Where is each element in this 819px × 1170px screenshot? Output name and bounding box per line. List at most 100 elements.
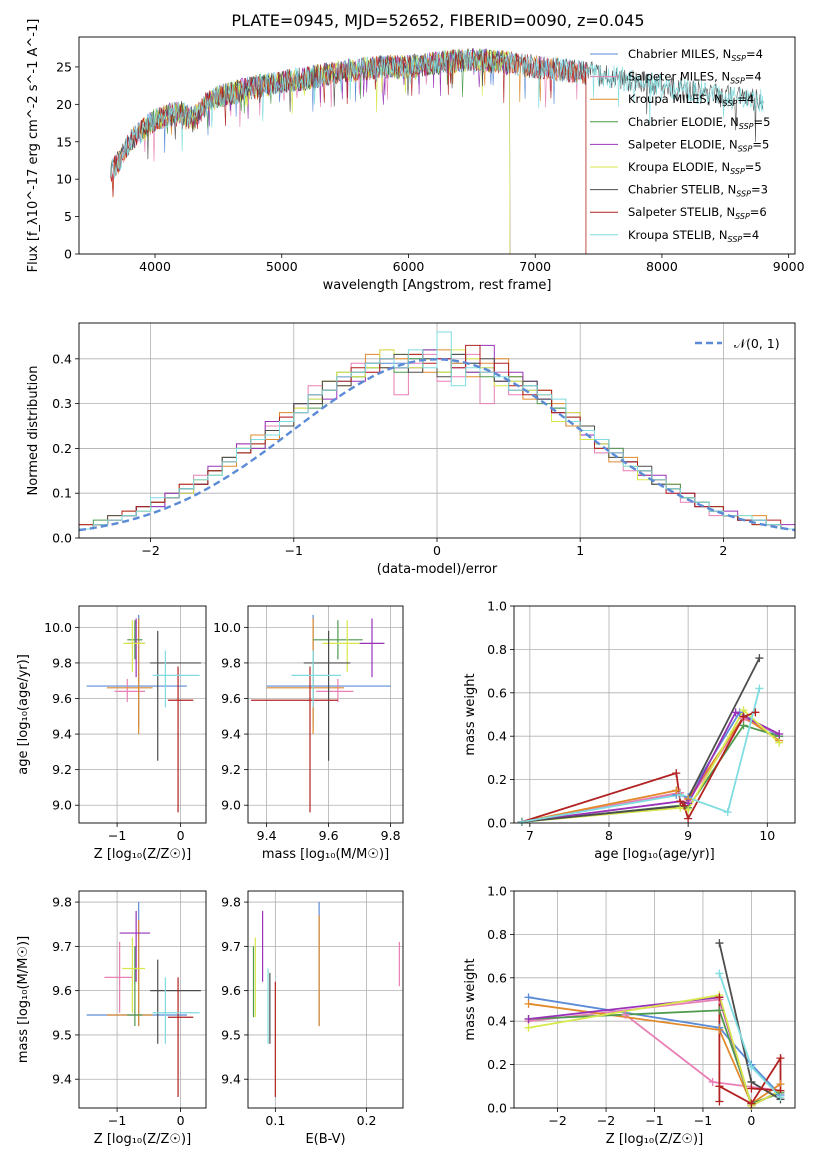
y-tick-label: 1.0: [487, 599, 507, 614]
y-tick-label: 10.0: [213, 620, 241, 635]
y-axis-label: Normed distribution: [26, 366, 41, 496]
legend-label: Kroupa ELODIE, NSSP=5: [628, 160, 762, 176]
y-tick-label: 0.3: [52, 396, 72, 411]
legend-label: Chabrier STELIB, NSSP=3: [628, 183, 768, 199]
y-tick-label: 9.6: [52, 691, 72, 706]
y-tick-label: 9.0: [221, 798, 241, 813]
y-tick-label: 9.8: [221, 655, 241, 670]
x-tick-label: 8000: [646, 259, 678, 274]
data-point-marker: [731, 708, 740, 717]
x-axis-label: Z [log₁₀(Z/Z☉)]: [94, 1132, 191, 1147]
legend-label: Kroupa MILES, NSSP=4: [628, 92, 754, 108]
data-point-marker: [708, 1077, 717, 1086]
y-tick-label: 9.0: [52, 798, 72, 813]
data-point-marker: [715, 1097, 724, 1106]
data-point-marker: [621, 1010, 630, 1019]
plot-area-spectrum: [110, 47, 764, 254]
data-point-marker: [751, 708, 760, 717]
axes-frame: [78, 36, 796, 255]
x-tick-label: 0: [177, 828, 185, 843]
data-point-marker: [680, 801, 689, 810]
data-point-marker: [755, 654, 764, 663]
y-tick-label: 20: [56, 97, 72, 112]
x-tick-label: 9.6: [319, 828, 339, 843]
x-tick-label: −2: [141, 543, 159, 558]
axes-frame: [513, 605, 796, 824]
plot-area-mass-weight-vs-age: [514, 606, 795, 823]
y-tick-label: 9.7: [221, 939, 241, 954]
axes-frame: [78, 605, 207, 824]
y-tick-label: 0.0: [52, 531, 72, 546]
x-tick-label: 5000: [266, 259, 298, 274]
data-point-marker: [776, 1054, 785, 1063]
panel-spectrum: 4000 5000 6000 7000 8000 9000 0 5 10 15 20 25 wavele…: [26, 19, 805, 293]
histogram-kroupa_stelib: [79, 331, 795, 530]
series-line-chabrier_elodie: [521, 724, 780, 823]
data-point-marker: [715, 993, 724, 1002]
data-point-marker: [739, 721, 748, 730]
y-tick-label: 9.6: [221, 691, 241, 706]
spectrum-line-kroupa_stelib: [110, 48, 764, 179]
x-tick-label: −1: [108, 1113, 126, 1128]
x-tick-label: 4000: [139, 259, 171, 274]
data-point-marker: [676, 790, 685, 799]
axes-frame: [78, 322, 796, 539]
data-point-marker: [524, 1015, 533, 1024]
data-point-marker: [739, 712, 748, 721]
y-tick-label: 0.0: [487, 1101, 507, 1116]
x-tick-label: 8: [605, 828, 613, 843]
y-tick-label: 10.0: [44, 620, 72, 635]
y-tick-label: 0.6: [487, 970, 507, 985]
x-axis-label: (data-model)/error: [377, 562, 498, 577]
data-point-marker: [747, 1062, 756, 1071]
x-axis-label: age [log₁₀(age/yr)]: [594, 847, 715, 862]
panel-residuals: −2 −1 0 1 2 0.0 0.1 0.2 0.3 0.4 (data-model)/error…: [26, 322, 796, 577]
data-point-marker: [684, 805, 693, 814]
panel-mass-weight-vs-age: 7 8 9 10 0.0 0.2 0.4 0.6 0.8 1.0 age [log₁₀(age/yr…: [463, 599, 796, 862]
x-tick-label: 0: [747, 1113, 755, 1128]
y-tick-label: 9.8: [52, 895, 72, 910]
axes-frame: [513, 890, 796, 1109]
axes-frame: [78, 890, 207, 1109]
y-tick-label: 0.8: [487, 927, 507, 942]
y-tick-label: 0.4: [487, 1014, 507, 1029]
y-tick-label: 9.8: [52, 655, 72, 670]
data-point-marker: [517, 817, 526, 826]
x-tick-label: 9.8: [381, 828, 401, 843]
legend-label: Salpeter MILES, NSSP=4: [628, 70, 762, 86]
y-tick-label: 0.0: [487, 816, 507, 831]
y-tick-label: 0.2: [487, 772, 507, 787]
y-tick-label: 9.6: [52, 983, 72, 998]
x-tick-label: 7000: [519, 259, 551, 274]
y-tick-label: 9.6: [221, 983, 241, 998]
y-tick-label: 9.4: [221, 1072, 241, 1087]
y-axis-label: mass weight: [463, 958, 478, 1040]
x-tick-label: 0: [177, 1113, 185, 1128]
x-tick-label: −2: [548, 1113, 566, 1128]
legend-label: Kroupa STELIB, NSSP=4: [628, 228, 759, 244]
x-axis-label: E(B-V): [305, 1132, 345, 1147]
y-tick-label: 0.4: [487, 729, 507, 744]
plot-area-mass-vs-z: [79, 891, 206, 1108]
y-tick-label: 0.4: [52, 351, 72, 366]
y-axis-label: mass [log₁₀(M/M☉)]: [16, 936, 31, 1063]
x-axis-label: Z [log₁₀(Z/Z☉)]: [94, 847, 191, 862]
data-point-marker: [524, 1023, 533, 1032]
x-tick-label: 7: [526, 828, 534, 843]
legend-label: Salpeter ELODIE, NSSP=5: [628, 137, 769, 153]
data-point-marker: [715, 1082, 724, 1091]
data-point-marker: [672, 786, 681, 795]
x-tick-label: 0: [433, 543, 441, 558]
y-tick-label: 1.0: [487, 884, 507, 899]
x-axis-label: Z [log₁₀(Z/Z☉)]: [606, 1132, 703, 1147]
x-tick-label: 1: [576, 543, 584, 558]
x-tick-label: 2: [719, 543, 727, 558]
y-axis-label: Flux [f_λ10^-17 erg cm^-2 s^-1 A^-1]: [26, 19, 41, 273]
data-point-marker: [524, 999, 533, 1008]
y-tick-label: 0.8: [487, 642, 507, 657]
figure-title: PLATE=0945, MJD=52652, FIBERID=0090, z=0…: [231, 11, 645, 30]
series-line-kroupa_elodie: [528, 994, 781, 1108]
data-point-marker: [723, 808, 732, 817]
series-line-salpeter_miles: [521, 717, 780, 823]
x-tick-label: −1: [285, 543, 303, 558]
